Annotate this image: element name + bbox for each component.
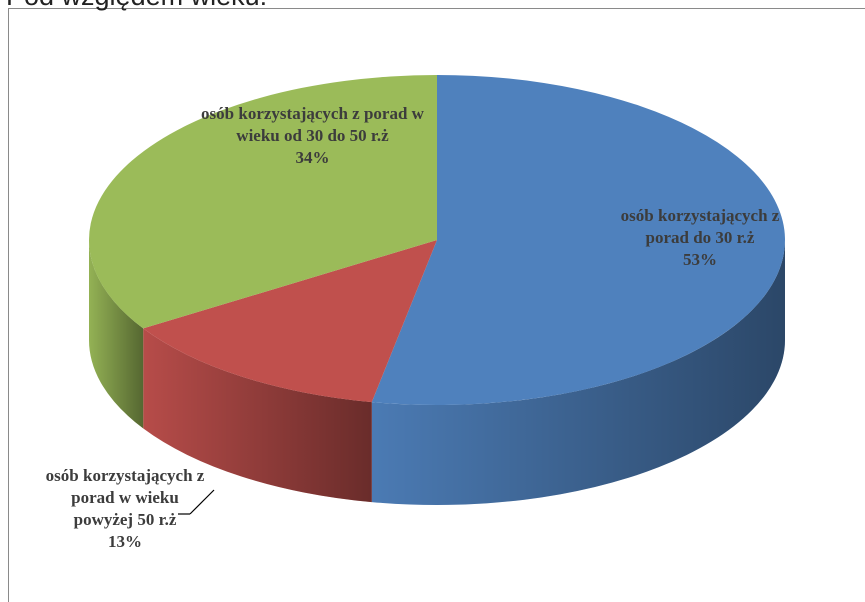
category-label: osób korzystających z porad w wieku powy… xyxy=(45,466,205,529)
slice xyxy=(89,75,437,329)
slice-label: osób korzystających z porad w wieku powy… xyxy=(40,465,210,553)
pie xyxy=(89,75,786,505)
category-label: osób korzystających z porad do 30 r.ż xyxy=(620,206,780,247)
slice-label: osób korzystających z porad w wieku od 3… xyxy=(200,103,425,169)
slice-label: osób korzystających z porad do 30 r.ż 53% xyxy=(610,205,790,271)
chart-title: Pod względem wieku: xyxy=(6,0,267,12)
slice-side-shade xyxy=(89,240,144,429)
value-label: 13% xyxy=(108,532,142,551)
category-label: osób korzystających z porad w wieku od 3… xyxy=(201,104,424,145)
chart-frame xyxy=(8,8,865,602)
value-label: 53% xyxy=(683,250,717,269)
slice xyxy=(371,75,786,405)
leader-line xyxy=(189,489,215,515)
slice xyxy=(143,240,437,403)
slice-side-shade xyxy=(143,328,372,503)
slice-side-shade xyxy=(371,240,785,505)
value-label: 34% xyxy=(295,148,330,167)
